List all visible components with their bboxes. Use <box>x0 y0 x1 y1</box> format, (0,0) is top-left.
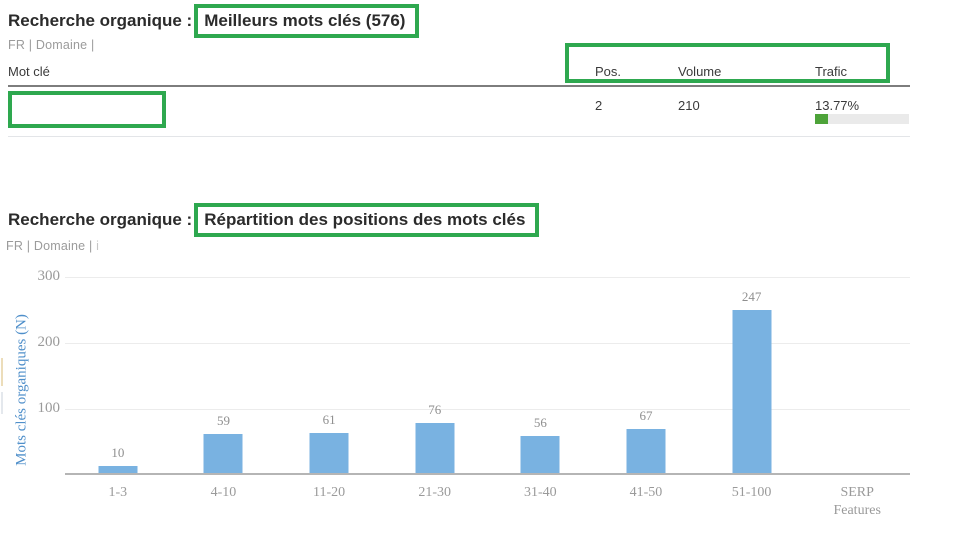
bar-11-20[interactable] <box>309 433 349 473</box>
chart-plot: 10 59 61 76 56 67 247 <box>65 277 910 475</box>
section2-subtitle-fragment: i <box>96 239 100 253</box>
y-tick-100: 100 <box>37 400 61 416</box>
bar-value-11-20: 61 <box>322 412 336 427</box>
bar-41-50[interactable] <box>626 429 666 473</box>
x-label-text: 4-10 <box>210 485 237 500</box>
edge-artifact-orange <box>1 358 3 386</box>
bar-value-41-50: 67 <box>639 408 653 423</box>
bar-21-30[interactable] <box>415 423 455 473</box>
chart-area: 10 59 61 76 56 67 247 1-3 4-10 11-20 21-30 31-40 41… <box>65 277 910 520</box>
table-header-divider <box>8 85 910 87</box>
x-label-41-50: 41-50 <box>593 484 699 520</box>
volume-cell: 210 <box>678 98 700 113</box>
edge-artifact-gray <box>1 392 3 414</box>
x-label-31-40: 31-40 <box>488 484 594 520</box>
x-label-text: 31-40 <box>523 485 557 500</box>
x-label-text: 11-20 <box>312 485 346 500</box>
bar-1-3[interactable] <box>98 466 138 473</box>
x-label-text: SERP Features <box>833 485 881 518</box>
section1-title: Recherche organique : Meilleurs mots clé… <box>8 4 420 38</box>
section1-title-prefix: Recherche organique : <box>8 11 193 30</box>
bar-value-21-30: 76 <box>428 402 442 417</box>
column-header-pos[interactable]: Pos. <box>595 64 622 79</box>
annotation-box-keyword-cell[interactable] <box>8 91 166 128</box>
column-header-trafic[interactable]: Trafic <box>815 64 848 79</box>
x-label-4-10: 4-10 <box>171 484 277 520</box>
section1-subtitle: FR | Domaine | <box>8 38 95 52</box>
x-label-51-100: 51-100 <box>699 484 805 520</box>
annotation-box-title2: Répartition des positions des mots clés <box>194 203 540 237</box>
section1-title-highlight: Meilleurs mots clés (576) <box>204 11 406 30</box>
x-label-text: 1-3 <box>108 485 128 500</box>
x-label-21-30: 21-30 <box>382 484 488 520</box>
table-row-divider <box>8 136 910 137</box>
x-label-SERP Features: SERP Features <box>804 484 910 520</box>
section2-title: Recherche organique : Répartition des po… <box>8 203 540 237</box>
bar-4-10[interactable] <box>203 434 243 473</box>
bar-51-100[interactable] <box>732 310 772 473</box>
trafic-cell: 13.77% <box>815 98 860 113</box>
y-tick-300: 300 <box>37 268 61 284</box>
trafic-progress-track <box>815 114 909 124</box>
y-tick-200: 200 <box>37 334 61 350</box>
pos-cell: 2 <box>595 98 603 113</box>
x-label-text: 21-30 <box>418 485 452 500</box>
section2-title-highlight: Répartition des positions des mots clés <box>204 210 526 229</box>
trafic-progress-fill <box>815 114 828 124</box>
bar-value-31-40: 56 <box>533 415 547 430</box>
bar-value-1-3: 10 <box>111 445 125 460</box>
x-label-text: 41-50 <box>629 485 663 500</box>
section2-subtitle: FR | Domaine | i <box>6 239 100 253</box>
bar-value-51-100: 247 <box>741 289 762 304</box>
bar-31-40[interactable] <box>520 436 560 473</box>
gridline-100 <box>65 409 910 410</box>
x-label-11-20: 11-20 <box>276 484 382 520</box>
x-label-text: 51-100 <box>731 485 772 500</box>
x-label-1-3: 1-3 <box>65 484 171 520</box>
gridline-200 <box>65 343 910 344</box>
section2-title-prefix: Recherche organique : <box>8 210 193 229</box>
annotation-box-title1: Meilleurs mots clés (576) <box>194 4 420 38</box>
gridline-300 <box>65 277 910 278</box>
column-header-keyword[interactable]: Mot clé <box>8 64 50 79</box>
bar-value-4-10: 59 <box>216 413 230 428</box>
column-header-volume[interactable]: Volume <box>678 64 722 79</box>
annotation-box-columns <box>565 43 890 83</box>
x-axis-labels: 1-3 4-10 11-20 21-30 31-40 41-50 51-100 SERP Fe… <box>65 484 910 520</box>
